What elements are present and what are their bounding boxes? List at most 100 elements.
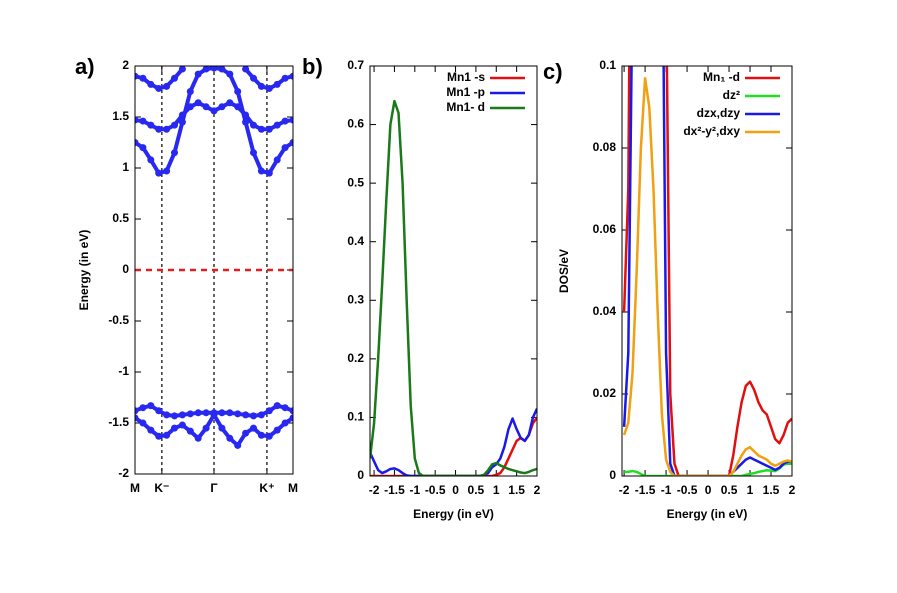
band-point bbox=[281, 117, 289, 125]
band-point bbox=[147, 121, 155, 129]
band-point bbox=[242, 429, 250, 437]
band-point bbox=[210, 66, 218, 72]
y-tick-label: 0.3 bbox=[347, 292, 364, 306]
band-point bbox=[250, 412, 257, 420]
band-point bbox=[250, 424, 257, 432]
band-point bbox=[218, 424, 226, 432]
band-point bbox=[147, 426, 155, 434]
band-point bbox=[147, 80, 155, 88]
panel-label: c) bbox=[543, 59, 563, 84]
band-point bbox=[178, 421, 186, 429]
panel-label: a) bbox=[75, 54, 95, 79]
y-tick-label: 0.4 bbox=[347, 234, 364, 248]
band-point bbox=[265, 407, 273, 415]
y-axis-label: DOS/eV bbox=[557, 249, 571, 293]
band-point bbox=[234, 441, 242, 449]
band-point bbox=[186, 410, 194, 418]
band-point bbox=[186, 88, 194, 95]
band-point bbox=[178, 411, 186, 419]
y-tick-label: -1 bbox=[118, 364, 129, 378]
band-point bbox=[171, 149, 178, 157]
band-point bbox=[281, 144, 289, 152]
x-tick-label: -0.5 bbox=[677, 483, 698, 497]
x-tick-label: -1.5 bbox=[635, 483, 656, 497]
band-point bbox=[139, 419, 147, 427]
band-point bbox=[202, 424, 210, 432]
band-point bbox=[257, 411, 265, 419]
band-point bbox=[135, 414, 139, 422]
band-point bbox=[186, 427, 194, 435]
x-axis-label: Energy (in eV) bbox=[667, 507, 748, 521]
band-point bbox=[155, 432, 163, 440]
band-point bbox=[135, 139, 139, 146]
band-point bbox=[163, 411, 171, 419]
legend-label: dzx,dzy bbox=[697, 106, 741, 120]
band-point bbox=[194, 434, 202, 442]
y-tick-label: 0.7 bbox=[347, 58, 364, 72]
band-point bbox=[202, 103, 210, 111]
y-tick-label: -2 bbox=[118, 466, 129, 480]
band-point bbox=[226, 99, 234, 107]
x-tick-label: 1 bbox=[747, 483, 754, 497]
y-tick-label: 2 bbox=[122, 58, 129, 72]
plot-frame bbox=[621, 65, 793, 477]
band-point bbox=[139, 404, 147, 412]
band-point bbox=[234, 103, 242, 111]
band-point bbox=[163, 82, 171, 90]
x-tick-label: -2 bbox=[619, 483, 630, 497]
band-point bbox=[163, 167, 171, 175]
dos-line bbox=[624, 462, 792, 476]
x-tick-label: M bbox=[288, 481, 298, 495]
legend-label: Mn1 -s bbox=[447, 70, 485, 84]
band-point bbox=[171, 121, 178, 129]
legend-label: dz² bbox=[723, 88, 740, 102]
x-tick-label: 1 bbox=[493, 483, 500, 497]
band-point bbox=[250, 121, 257, 129]
band-point bbox=[281, 404, 289, 412]
band-point bbox=[210, 411, 218, 419]
y-tick-label: 0 bbox=[357, 468, 364, 482]
band-point bbox=[171, 412, 178, 420]
band-point bbox=[147, 156, 155, 164]
legend-label: Mn1- d bbox=[446, 100, 485, 114]
band-point bbox=[155, 125, 163, 133]
y-tick-label: 0 bbox=[609, 468, 616, 482]
plot-area bbox=[370, 99, 537, 476]
x-tick-label: -1.5 bbox=[384, 483, 405, 497]
band-point bbox=[139, 144, 147, 152]
dos-line bbox=[370, 416, 537, 476]
y-tick-label: 0.5 bbox=[112, 211, 129, 225]
band-point bbox=[281, 74, 289, 82]
band-point bbox=[257, 431, 265, 439]
band-point bbox=[289, 72, 293, 80]
band-point bbox=[202, 409, 210, 417]
band-point bbox=[273, 402, 281, 410]
band-point bbox=[178, 66, 186, 73]
band-point bbox=[226, 409, 234, 417]
y-axis-label: Energy (in eV) bbox=[77, 230, 91, 311]
band-point bbox=[218, 66, 226, 73]
band-point bbox=[265, 84, 273, 92]
band-point bbox=[273, 426, 281, 434]
x-axis-label: Energy (in eV) bbox=[413, 507, 494, 521]
band-point bbox=[135, 72, 139, 80]
y-tick-label: 0.08 bbox=[593, 140, 617, 154]
x-tick-label: -1 bbox=[661, 483, 672, 497]
x-tick-label: 0.5 bbox=[468, 483, 485, 497]
band-point bbox=[194, 99, 202, 107]
band-point bbox=[273, 156, 281, 164]
y-tick-label: 0.06 bbox=[593, 222, 617, 236]
band-point bbox=[218, 103, 226, 111]
band-point bbox=[210, 107, 218, 115]
plot-frame bbox=[134, 65, 294, 475]
legend-label: Mn₁ -d bbox=[703, 70, 740, 84]
x-tick-label: 2 bbox=[789, 483, 796, 497]
band-point bbox=[257, 167, 265, 175]
band-point bbox=[289, 407, 293, 415]
band-point bbox=[281, 419, 289, 427]
band-point bbox=[265, 432, 273, 440]
band-point bbox=[265, 125, 273, 133]
x-tick-label: -2 bbox=[369, 483, 380, 497]
x-tick-label: 1.5 bbox=[763, 483, 780, 497]
legend-label: dx²-y²,dxy bbox=[683, 124, 740, 138]
